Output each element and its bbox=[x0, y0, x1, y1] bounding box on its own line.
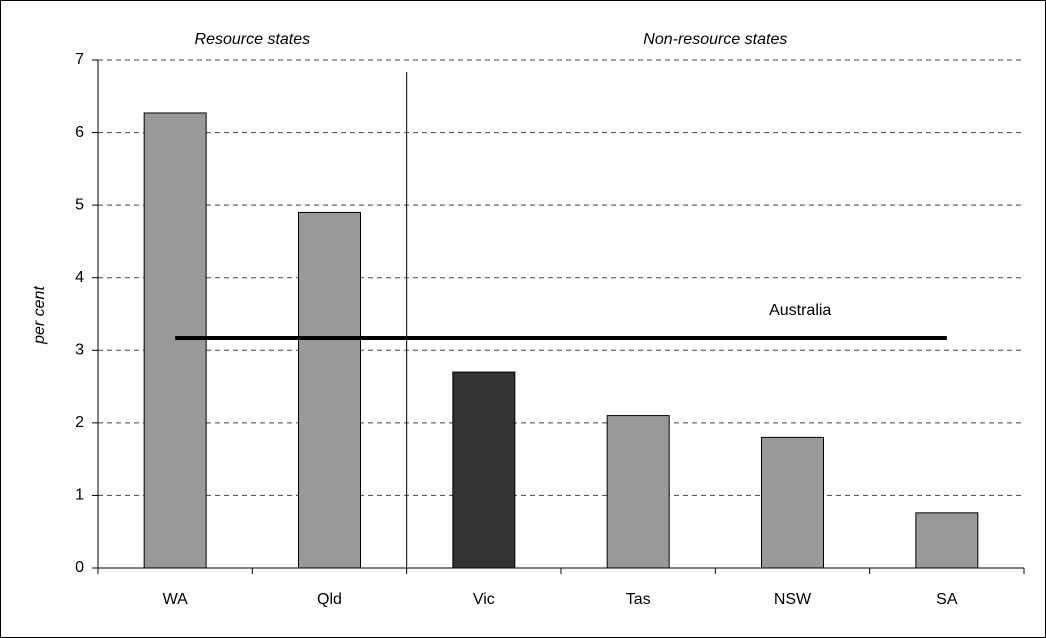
y-tick-label: 0 bbox=[75, 559, 84, 576]
x-tick-label: WA bbox=[163, 591, 189, 608]
bar bbox=[761, 436, 824, 569]
y-tick-label: 3 bbox=[75, 342, 84, 359]
bar bbox=[915, 512, 979, 569]
x-tick-label: Vic bbox=[473, 591, 495, 608]
x-tick-label: Tas bbox=[626, 591, 651, 608]
bar bbox=[143, 112, 207, 569]
y-tick-label: 5 bbox=[75, 196, 84, 213]
y-tick-label: 6 bbox=[75, 124, 84, 141]
bar bbox=[298, 211, 361, 569]
y-tick-label: 2 bbox=[75, 414, 84, 431]
y-tick-label: 7 bbox=[75, 51, 84, 68]
group-label: Resource states bbox=[195, 31, 311, 48]
x-tick-label: NSW bbox=[774, 591, 812, 608]
bar bbox=[606, 415, 670, 569]
x-tick-label: SA bbox=[936, 591, 958, 608]
y-tick-label: 4 bbox=[75, 269, 84, 286]
y-tick-label: 1 bbox=[75, 487, 84, 504]
group-label: Non-resource states bbox=[643, 31, 787, 48]
reference-label: Australia bbox=[769, 302, 831, 319]
y-axis-label: per cent bbox=[31, 286, 48, 345]
x-tick-label: Qld bbox=[317, 591, 342, 608]
bar bbox=[452, 371, 516, 569]
